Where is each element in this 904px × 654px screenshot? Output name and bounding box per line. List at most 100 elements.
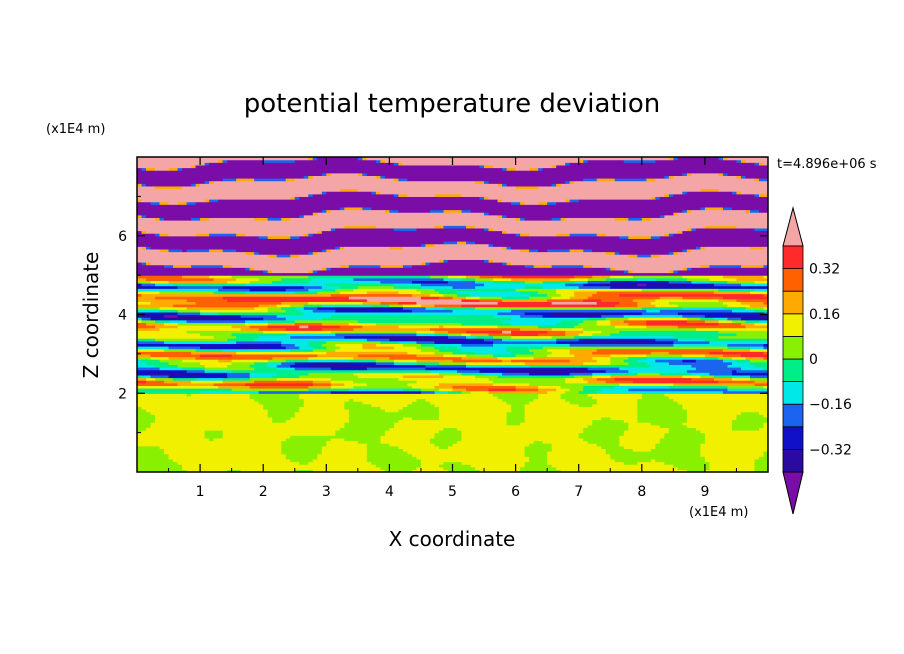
field-cell [664, 175, 670, 179]
field-cell [731, 372, 768, 376]
field-cell [380, 440, 431, 444]
field-cell [740, 317, 760, 321]
field-cell [677, 304, 729, 308]
field-cell [668, 280, 692, 284]
field-cell [637, 301, 652, 305]
field-cell [551, 183, 557, 187]
field-cell [186, 330, 264, 334]
field-cell [389, 364, 427, 368]
field-cell [745, 159, 768, 163]
field-cell [722, 157, 729, 161]
field-cell [447, 280, 476, 284]
field-cell [763, 422, 768, 426]
field-cell [294, 178, 395, 182]
field-cell [137, 178, 224, 182]
field-cell [637, 414, 688, 418]
field-cell [592, 395, 643, 400]
field-cell [393, 227, 418, 232]
field-cell [601, 283, 638, 287]
field-cell [565, 180, 571, 184]
field-cell [308, 372, 354, 376]
field-cell [168, 374, 228, 379]
field-cell [452, 296, 467, 300]
field-cell [137, 288, 219, 292]
field-cell [610, 359, 625, 363]
field-cell [168, 280, 228, 284]
field-cell [222, 264, 233, 268]
field-cell [164, 340, 237, 344]
field-cell [700, 374, 715, 379]
field-cell [204, 180, 210, 184]
field-cell [551, 448, 607, 452]
field-cell [222, 377, 251, 381]
field-cell [308, 280, 381, 284]
field-cell [538, 201, 548, 205]
field-cell [209, 162, 395, 166]
field-cell [754, 322, 768, 326]
field-cell [299, 461, 309, 465]
field-cell [583, 298, 602, 302]
field-cell [200, 361, 233, 365]
field-cell [182, 248, 188, 253]
field-cell [290, 254, 300, 258]
x-tick-label: 3 [322, 484, 331, 500]
field-cell [393, 283, 422, 287]
field-cell [267, 217, 282, 221]
field-cell [326, 351, 409, 355]
field-cell [182, 185, 517, 190]
field-cell [312, 348, 336, 352]
field-cell [583, 178, 598, 182]
field-cell [686, 369, 733, 373]
field-cell [583, 388, 602, 392]
field-cell [502, 319, 562, 323]
field-cell [218, 199, 499, 203]
field-cell [299, 214, 305, 218]
field-cell [682, 306, 724, 310]
field-cell [209, 199, 219, 203]
field-cell [502, 167, 508, 171]
field-cell [137, 393, 188, 397]
field-cell [438, 361, 467, 365]
field-cell [569, 348, 598, 352]
field-cell [673, 193, 756, 197]
field-cell [137, 280, 152, 284]
field-cell [637, 283, 647, 287]
field-cell [668, 351, 710, 355]
field-cell [312, 212, 318, 216]
field-cell [709, 277, 738, 281]
field-cell [312, 251, 318, 255]
field-cell [506, 230, 679, 234]
field-cell [366, 451, 409, 455]
field-cell [628, 424, 661, 428]
field-cell [700, 188, 720, 192]
field-cell [551, 301, 598, 305]
field-cell [204, 435, 224, 439]
field-cell [740, 367, 765, 371]
field-cell [258, 346, 287, 350]
field-cell [659, 309, 733, 313]
field-cell [637, 461, 665, 465]
field-cell [475, 277, 494, 281]
field-cell [168, 361, 201, 365]
field-cell [695, 427, 733, 431]
field-cell [731, 419, 768, 423]
field-cell [218, 359, 233, 363]
field-cell [195, 377, 224, 381]
field-cell [434, 193, 463, 197]
field-cell [416, 398, 427, 402]
field-cell [339, 290, 368, 295]
field-cell [137, 272, 768, 276]
field-cell [731, 377, 751, 381]
field-cell [529, 233, 557, 237]
field-cell [155, 217, 161, 221]
field-cell [497, 325, 539, 329]
field-cell [700, 451, 765, 455]
field-cell [722, 314, 768, 318]
field-cell [290, 304, 305, 308]
field-cell [470, 209, 683, 213]
field-cells [137, 157, 768, 472]
field-cell [411, 280, 449, 284]
field-cell [276, 304, 291, 308]
field-cell [339, 325, 363, 329]
field-cell [745, 306, 765, 310]
